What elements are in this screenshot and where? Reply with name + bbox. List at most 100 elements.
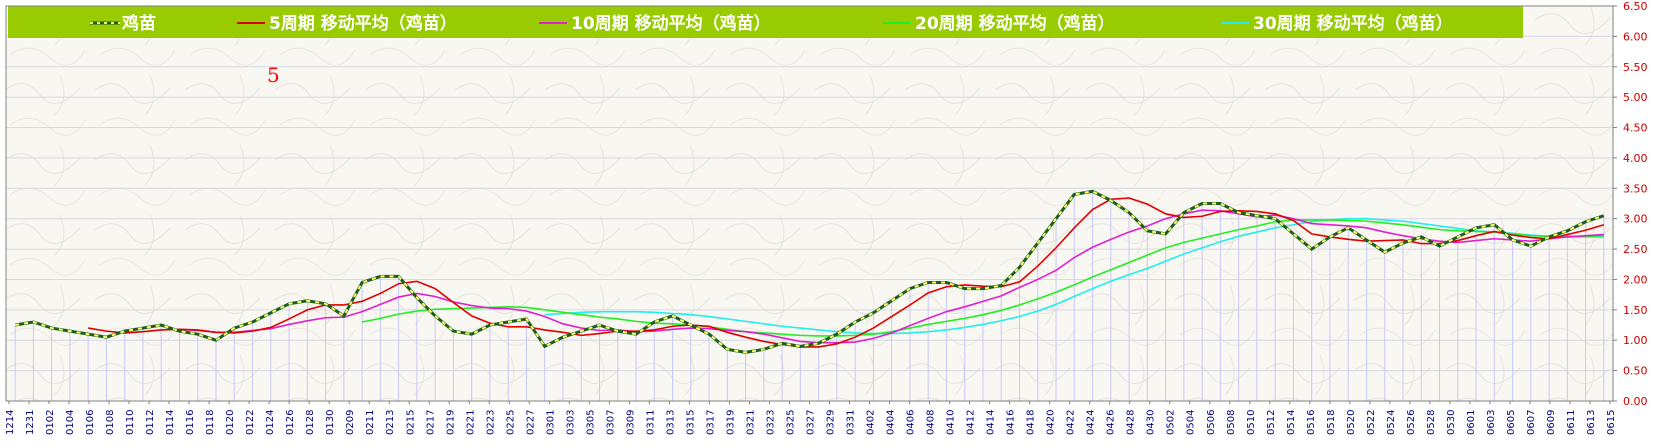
x-tick-label: 0225 (505, 410, 516, 435)
x-tick-label: 0315 (685, 410, 696, 435)
x-tick-label: 0518 (1326, 410, 1337, 435)
y-tick-label: 3.00 (1623, 213, 1648, 226)
x-tick-label: 0116 (185, 410, 196, 435)
x-tick-label: 0422 (1066, 410, 1077, 435)
volume-bars (14, 191, 1605, 401)
x-tick-label: 0404 (886, 410, 897, 435)
x-tick-label: 0609 (1546, 410, 1557, 435)
x-tick-label: 0418 (1026, 410, 1037, 435)
x-tick-label: 1231 (25, 410, 36, 435)
x-tick-label: 0408 (926, 410, 937, 435)
x-tick-label: 0416 (1006, 410, 1017, 435)
x-tick-label: 0327 (806, 410, 817, 435)
x-tick-label: 0301 (545, 410, 556, 435)
x-tick-label: 0506 (1206, 410, 1217, 435)
x-tick-label: 0215 (405, 410, 416, 435)
x-tick-label: 0130 (325, 410, 336, 435)
y-tick-label: 5.00 (1623, 91, 1648, 104)
x-tick-label: 0331 (846, 410, 857, 435)
x-tick-label: 0528 (1426, 410, 1437, 435)
x-tick-label: 0530 (1446, 410, 1457, 435)
x-tick-label: 0120 (225, 410, 236, 435)
x-tick-label: 0526 (1406, 410, 1417, 435)
x-tick-label: 0414 (986, 410, 997, 435)
x-tick-label: 0305 (585, 410, 596, 435)
x-tick-label: 0607 (1526, 410, 1537, 435)
x-tick-label: 0508 (1226, 410, 1237, 435)
y-tick-label: 4.50 (1623, 122, 1648, 135)
y-tick-label: 5.50 (1623, 61, 1648, 74)
x-tick-label: 0311 (645, 410, 656, 435)
x-tick-label: 0428 (1126, 410, 1137, 435)
x-tick-label: 0514 (1286, 410, 1297, 435)
x-tick-label: 0211 (365, 410, 376, 435)
legend-label: 5周期 移动平均（鸡苗） (269, 13, 457, 34)
x-tick-label: 0319 (725, 410, 736, 435)
chart-annotation: 5 (267, 63, 280, 87)
x-tick-label: 0420 (1046, 410, 1057, 435)
legend: 鸡苗 5周期 移动平均（鸡苗） 10周期 移动平均（鸡苗） 20周期 移动平均（鸡苗）… (90, 13, 1453, 34)
x-tick-label: 0106 (85, 410, 96, 435)
x-tick-label: 0221 (465, 410, 476, 435)
x-tick-label: 0329 (826, 410, 837, 435)
x-tick-label: 0124 (265, 410, 276, 435)
series-line-ma4 (544, 217, 1604, 335)
series-line-main-dash (14, 190, 1605, 354)
x-tick-label: 0209 (345, 410, 356, 435)
series-line-ma1 (88, 197, 1605, 348)
y-tick-label: 3.50 (1623, 182, 1648, 195)
x-tick-label: 0613 (1586, 410, 1597, 435)
x-tick-label: 0128 (305, 410, 316, 435)
legend-label: 10周期 移动平均（鸡苗） (571, 13, 771, 34)
series-line-ma3 (361, 219, 1604, 337)
x-tick-label: 0325 (785, 410, 796, 435)
y-tick-label: 2.00 (1623, 273, 1648, 286)
x-tick-label: 0309 (625, 410, 636, 435)
x-tick-label: 0219 (445, 410, 456, 435)
x-tick-label: 0303 (565, 410, 576, 435)
x-tick-label: 0430 (1146, 410, 1157, 435)
x-tick-label: 0102 (45, 410, 56, 435)
y-tick-label: 0.50 (1623, 365, 1648, 378)
x-tick-label: 0510 (1246, 410, 1257, 435)
y-tick-label: 0.00 (1623, 395, 1648, 408)
x-tick-label: 0323 (765, 410, 776, 435)
y-axis: 0.00 0.50 1.00 1.50 2.00 2.50 3.00 3.50 4.00 4.50… (1612, 0, 1648, 408)
legend-label: 20周期 移动平均（鸡苗） (915, 13, 1115, 34)
x-tick-label: 0504 (1186, 410, 1197, 435)
x-tick-label: 0122 (245, 410, 256, 435)
y-tick-label: 4.00 (1623, 152, 1648, 165)
x-tick-label: 0217 (425, 410, 436, 435)
x-tick-label: 0410 (946, 410, 957, 435)
x-tick-label: 0321 (745, 410, 756, 435)
x-tick-label: 0227 (525, 410, 536, 435)
x-tick-label: 0520 (1346, 410, 1357, 435)
x-tick-label: 1214 (5, 410, 16, 435)
series-line-ma2 (179, 209, 1604, 344)
x-tick-label: 0317 (705, 410, 716, 435)
legend-label: 30周期 移动平均（鸡苗） (1253, 13, 1453, 34)
x-tick-label: 0524 (1386, 410, 1397, 435)
x-tick-label: 0110 (125, 410, 136, 435)
plot-border (5, 5, 1614, 402)
x-tick-label: 0223 (485, 410, 496, 435)
x-tick-label: 0516 (1306, 410, 1317, 435)
x-tick-label: 0108 (105, 410, 116, 435)
y-tick-label: 1.50 (1623, 304, 1648, 317)
x-tick-label: 0615 (1606, 410, 1617, 435)
legend-label: 鸡苗 (121, 13, 156, 34)
x-tick-label: 0502 (1166, 410, 1177, 435)
x-tick-label: 0424 (1086, 410, 1097, 435)
y-tick-label: 6.50 (1623, 0, 1648, 13)
x-tick-label: 0522 (1366, 410, 1377, 435)
x-tick-label: 0313 (665, 410, 676, 435)
x-tick-label: 0601 (1466, 410, 1477, 435)
x-tick-label: 0603 (1486, 410, 1497, 435)
x-tick-label: 0307 (605, 410, 616, 435)
x-tick-label: 0406 (906, 410, 917, 435)
x-tick-label: 0426 (1106, 410, 1117, 435)
x-tick-label: 0213 (385, 410, 396, 435)
x-tick-label: 0512 (1266, 410, 1277, 435)
x-tick-label: 0114 (165, 410, 176, 435)
